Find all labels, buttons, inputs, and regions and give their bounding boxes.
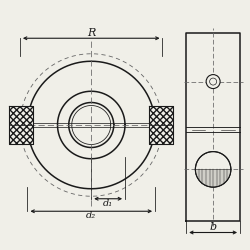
Polygon shape [9,106,33,144]
Polygon shape [149,106,173,144]
Polygon shape [149,106,173,144]
Text: b: b [210,222,217,232]
Circle shape [206,74,220,88]
Text: d₁: d₁ [103,199,113,208]
Wedge shape [196,169,231,187]
Polygon shape [9,106,33,144]
Text: d₂: d₂ [86,211,96,220]
Circle shape [196,152,231,187]
Text: R: R [87,28,96,38]
Circle shape [210,78,216,85]
